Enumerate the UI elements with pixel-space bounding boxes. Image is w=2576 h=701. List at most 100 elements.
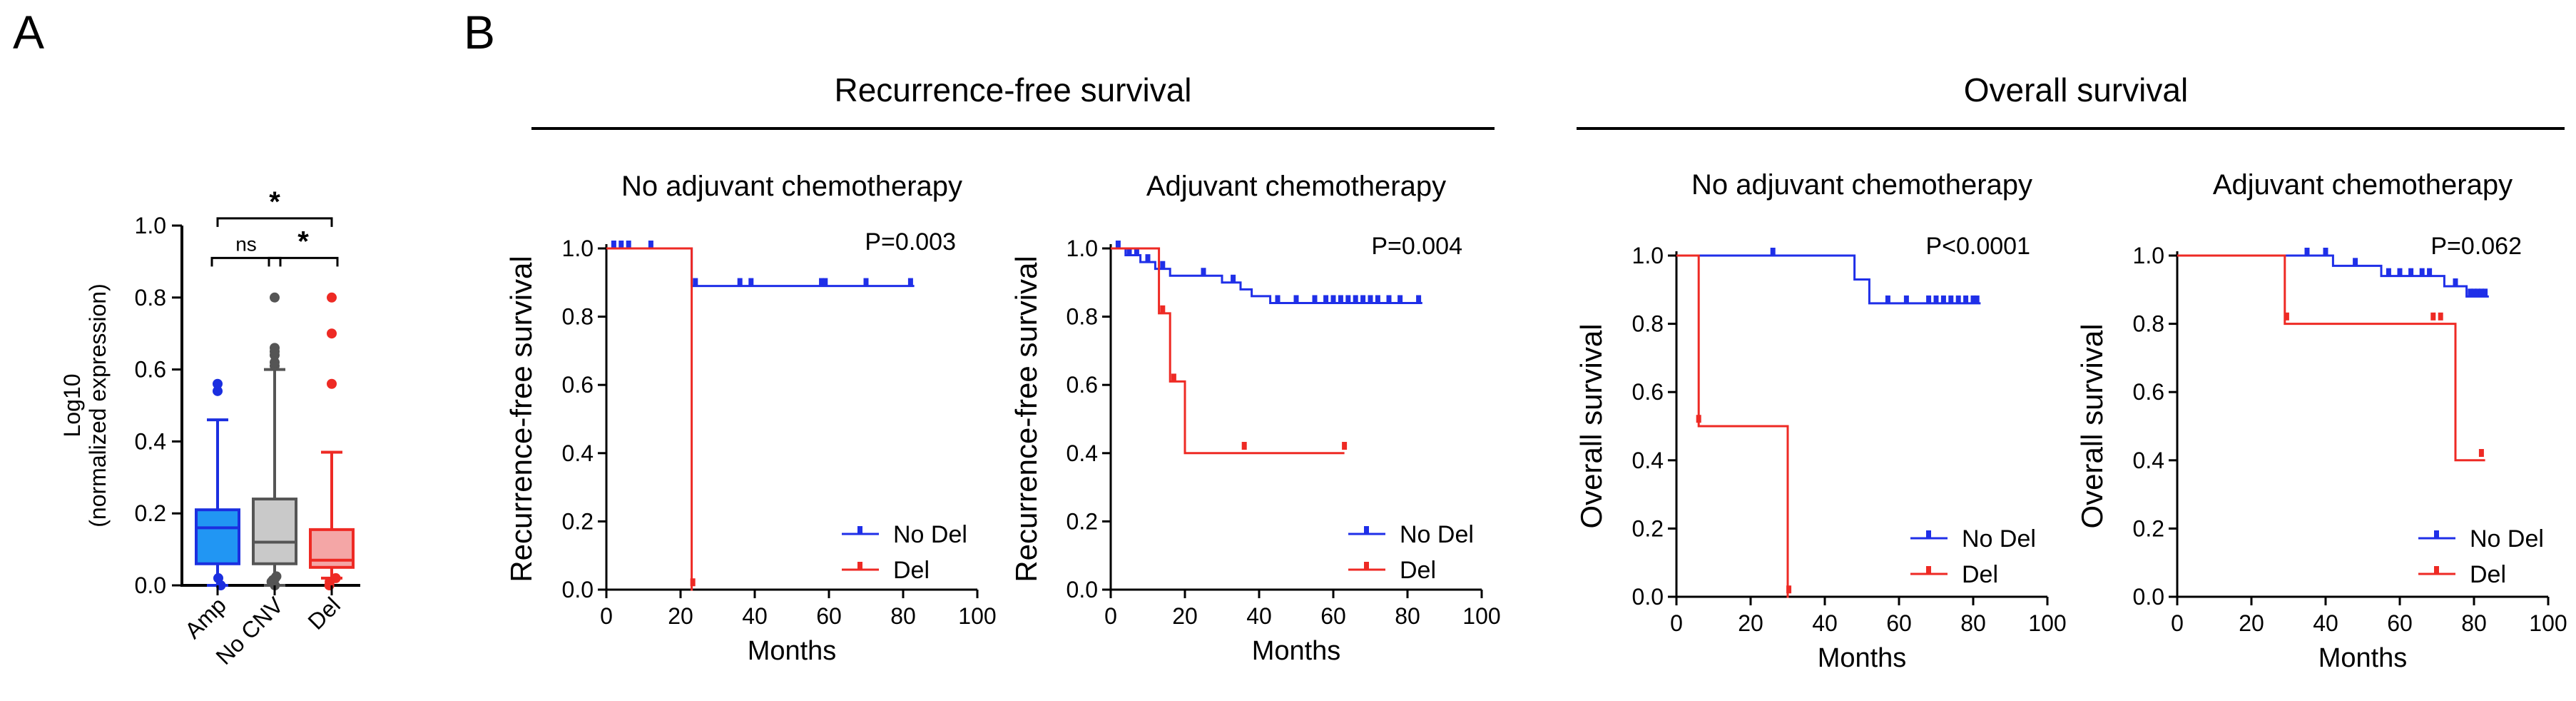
x-tick-label: Amp bbox=[180, 592, 231, 643]
km-rfs-adjuvant-chart: Adjuvant chemotherapy0.00.20.40.60.81.00… bbox=[1009, 171, 1501, 666]
panel-label-b: B bbox=[464, 6, 495, 59]
censor-mark bbox=[693, 278, 698, 286]
censor-mark bbox=[1160, 306, 1165, 313]
censor-mark bbox=[1975, 296, 1980, 303]
censor-mark bbox=[648, 241, 653, 248]
outlier-point bbox=[327, 293, 337, 303]
censor-mark bbox=[1201, 268, 1206, 276]
legend-marker bbox=[2434, 566, 2439, 574]
censor-mark bbox=[618, 241, 623, 248]
y-tick-label: 1.0 bbox=[562, 236, 594, 261]
outlier-point bbox=[270, 293, 280, 303]
panel-label-a: A bbox=[13, 6, 44, 59]
censor-mark bbox=[2427, 268, 2432, 276]
censor-mark bbox=[908, 278, 913, 286]
censor-mark bbox=[1323, 295, 1328, 303]
censor-mark bbox=[2305, 248, 2310, 256]
censor-mark bbox=[1345, 295, 1350, 303]
survival-curve-del bbox=[1111, 248, 1345, 453]
significance-label: * bbox=[297, 226, 309, 257]
y-axis-label: Recurrence-free survival bbox=[504, 256, 538, 583]
y-axis-label-sub: (normalized expression) bbox=[85, 283, 111, 527]
censor-mark bbox=[1171, 373, 1176, 381]
censor-mark bbox=[2398, 268, 2403, 276]
y-tick-label: 0.4 bbox=[1632, 448, 1664, 473]
censor-mark bbox=[1941, 296, 1946, 303]
survival-curve-del bbox=[2177, 256, 2485, 460]
y-tick-label: 0.0 bbox=[1066, 577, 1098, 602]
y-tick-label: 0.2 bbox=[135, 500, 166, 526]
legend-label: Del bbox=[2470, 561, 2506, 588]
censor-mark bbox=[2284, 313, 2289, 321]
censor-mark bbox=[1146, 254, 1151, 262]
censor-mark bbox=[1294, 295, 1299, 303]
y-tick-label: 0.0 bbox=[562, 577, 594, 602]
censor-mark bbox=[2430, 313, 2435, 321]
censor-mark bbox=[2353, 258, 2358, 266]
x-tick-label: 100 bbox=[1462, 603, 1500, 629]
censor-mark bbox=[823, 278, 828, 286]
censor-mark bbox=[1926, 296, 1931, 303]
significance-label: * bbox=[269, 186, 280, 218]
y-tick-label: 0.8 bbox=[1066, 304, 1098, 330]
censor-mark bbox=[1231, 275, 1236, 283]
x-tick-label: 20 bbox=[668, 603, 693, 629]
censor-mark bbox=[2323, 248, 2328, 256]
censor-mark bbox=[1116, 241, 1121, 248]
x-tick-label: 60 bbox=[1886, 610, 1912, 636]
censor-mark bbox=[864, 278, 869, 286]
x-tick-label: 0 bbox=[2171, 610, 2184, 636]
y-tick-label: 0.2 bbox=[2133, 515, 2164, 541]
p-value-label: P=0.062 bbox=[2430, 233, 2522, 260]
legend-marker bbox=[857, 562, 862, 570]
censor-mark bbox=[1696, 415, 1701, 423]
censor-mark bbox=[2408, 268, 2413, 276]
survival-curve-del bbox=[1676, 256, 1789, 597]
x-tick-label: 20 bbox=[2239, 610, 2264, 636]
y-tick-label: 1.0 bbox=[1632, 243, 1664, 268]
censor-mark bbox=[1771, 248, 1776, 256]
legend-marker bbox=[1364, 562, 1369, 570]
x-tick-label: 80 bbox=[2461, 610, 2487, 636]
censor-mark bbox=[1338, 295, 1343, 303]
censor-mark bbox=[738, 278, 743, 286]
chart-subtitle: No adjuvant chemotherapy bbox=[1691, 169, 2032, 201]
y-tick-label: 0.8 bbox=[1632, 311, 1664, 337]
censor-mark bbox=[2386, 268, 2391, 276]
censor-mark bbox=[1398, 295, 1402, 303]
censor-mark bbox=[1313, 295, 1318, 303]
censor-mark bbox=[1160, 261, 1165, 269]
x-tick-label: 100 bbox=[958, 603, 996, 629]
censor-mark bbox=[1368, 295, 1373, 303]
censor-mark bbox=[1242, 442, 1247, 450]
outlier-point bbox=[271, 571, 281, 581]
x-axis-label: Months bbox=[748, 636, 837, 666]
censor-mark bbox=[626, 241, 631, 248]
censor-mark bbox=[748, 278, 753, 286]
censor-mark bbox=[611, 241, 616, 248]
x-tick-label: 100 bbox=[2529, 610, 2567, 636]
x-tick-label: Del bbox=[303, 592, 345, 634]
y-tick-label: 1.0 bbox=[1066, 236, 1098, 261]
censor-mark bbox=[1885, 296, 1890, 303]
boxplot-chart: 0.0 0.2 0.4 0.6 0.8 1.0 Log10 (normalized expre… bbox=[59, 186, 360, 670]
y-tick-label: 0.2 bbox=[562, 508, 594, 534]
y-tick-label: 0.6 bbox=[1632, 379, 1664, 405]
header-overall-survival: Overall survival bbox=[1964, 71, 2188, 109]
y-tick-label: 0.4 bbox=[1066, 440, 1098, 466]
censor-mark bbox=[1387, 295, 1392, 303]
chart-subtitle: No adjuvant chemotherapy bbox=[621, 171, 962, 202]
x-tick-label: 0 bbox=[1670, 610, 1683, 636]
x-axis-label: Months bbox=[1818, 643, 1907, 673]
censor-mark bbox=[1904, 296, 1909, 303]
x-tick-label: 40 bbox=[1246, 603, 1272, 629]
outlier-point bbox=[270, 343, 280, 353]
y-tick-label: 0.2 bbox=[1632, 515, 1664, 541]
y-tick-label: 1.0 bbox=[135, 213, 166, 238]
km-os-adjuvant-chart: Adjuvant chemotherapy0.00.20.40.60.81.00… bbox=[2075, 169, 2567, 673]
legend-label: No Del bbox=[1962, 525, 2036, 553]
survival-curve-no-del bbox=[2177, 256, 2489, 296]
km-rfs-no-adjuvant-chart: No adjuvant chemotherapy 0.0 0.2 0.4 0.6 0.8 1… bbox=[504, 171, 997, 666]
censor-mark bbox=[1375, 295, 1380, 303]
significance-label: ns bbox=[235, 233, 257, 255]
